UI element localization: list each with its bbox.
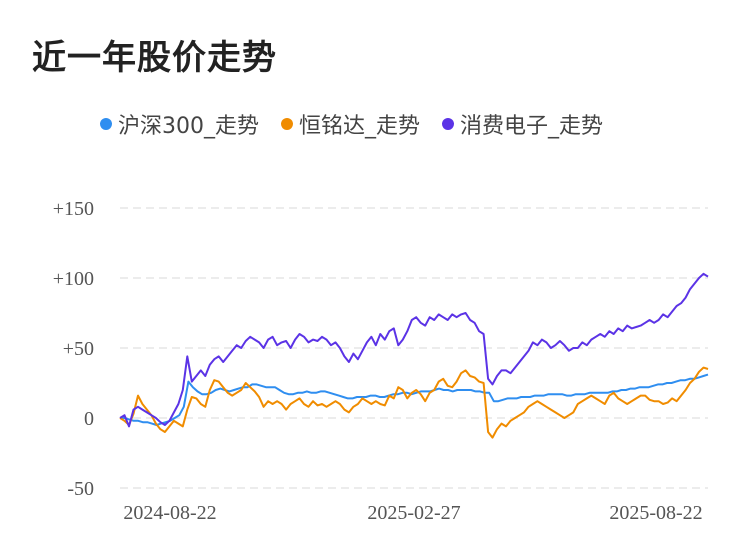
series-line-1 <box>119 366 709 439</box>
legend-label-consumer-electronics: 消费电子_走势 <box>460 114 604 139</box>
series-line-0 <box>120 373 709 426</box>
legend: 沪深300_走势 恒铭达_走势 消费电子_走势 <box>100 108 625 140</box>
y-tick-label: -50 <box>67 478 94 500</box>
legend-item-hengmingda[interactable]: 恒铭达_走势 <box>281 108 420 140</box>
legend-item-hs300[interactable]: 沪深300_走势 <box>100 108 259 140</box>
chart-title: 近一年股价走势 <box>32 38 277 78</box>
y-tick-label: +150 <box>53 198 94 220</box>
y-tick-label: +100 <box>53 268 94 290</box>
legend-label-hengmingda: 恒铭达_走势 <box>299 114 421 139</box>
y-tick-label: +50 <box>63 338 94 360</box>
x-tick-label: 2024-08-22 <box>123 502 216 524</box>
legend-item-consumer-electronics[interactable]: 消费电子_走势 <box>442 108 603 140</box>
legend-dot-hengmingda <box>281 118 293 130</box>
y-tick-label: 0 <box>84 408 94 430</box>
legend-dot-consumer-electronics <box>442 118 455 130</box>
x-tick-label: 2025-02-27 <box>367 502 460 524</box>
legend-dot-hs300 <box>100 118 112 130</box>
x-tick-label: 2025-08-22 <box>609 502 702 524</box>
series-line-2 <box>119 272 709 428</box>
legend-label-hs300: 沪深300_走势 <box>118 114 259 139</box>
